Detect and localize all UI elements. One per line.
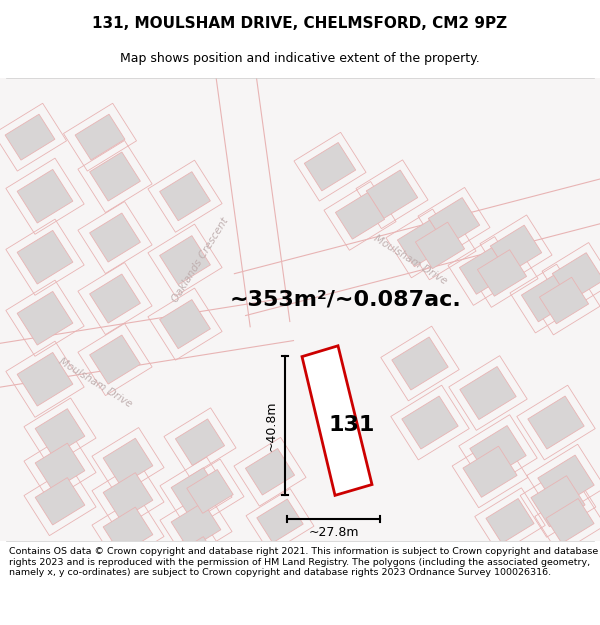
- Polygon shape: [521, 275, 571, 322]
- Text: 131: 131: [329, 416, 375, 436]
- Polygon shape: [335, 192, 385, 239]
- Text: Oaklands Crescent: Oaklands Crescent: [170, 216, 230, 304]
- Polygon shape: [366, 170, 418, 219]
- Polygon shape: [35, 478, 85, 525]
- Polygon shape: [490, 225, 542, 274]
- Polygon shape: [428, 198, 480, 246]
- Text: Contains OS data © Crown copyright and database right 2021. This information is : Contains OS data © Crown copyright and d…: [9, 548, 598, 577]
- Polygon shape: [470, 426, 526, 479]
- Polygon shape: [171, 537, 221, 584]
- Polygon shape: [160, 299, 211, 349]
- Polygon shape: [531, 476, 585, 527]
- Text: Map shows position and indicative extent of the property.: Map shows position and indicative extent…: [120, 52, 480, 65]
- Text: 131, MOULSHAM DRIVE, CHELMSFORD, CM2 9PZ: 131, MOULSHAM DRIVE, CHELMSFORD, CM2 9PZ: [92, 16, 508, 31]
- Text: ~353m²/~0.087ac.: ~353m²/~0.087ac.: [230, 289, 462, 309]
- Text: Moulsham Drive: Moulsham Drive: [371, 234, 448, 287]
- Polygon shape: [35, 409, 85, 456]
- Polygon shape: [304, 142, 356, 191]
- Polygon shape: [103, 438, 153, 486]
- Polygon shape: [486, 499, 534, 543]
- Polygon shape: [539, 278, 589, 324]
- Polygon shape: [160, 172, 211, 221]
- Polygon shape: [528, 396, 584, 449]
- Text: ~27.8m: ~27.8m: [308, 526, 359, 539]
- Polygon shape: [245, 449, 295, 495]
- Text: Moulsham Drive: Moulsham Drive: [56, 357, 133, 410]
- Polygon shape: [552, 253, 600, 301]
- Polygon shape: [103, 472, 153, 520]
- Polygon shape: [302, 346, 372, 496]
- Polygon shape: [546, 499, 594, 543]
- Polygon shape: [175, 419, 224, 466]
- Polygon shape: [460, 366, 516, 419]
- Polygon shape: [17, 169, 73, 223]
- Polygon shape: [35, 443, 85, 491]
- Text: ~40.8m: ~40.8m: [265, 400, 277, 451]
- Polygon shape: [89, 335, 140, 384]
- Polygon shape: [17, 231, 73, 284]
- Polygon shape: [89, 274, 140, 323]
- Polygon shape: [89, 213, 140, 262]
- Polygon shape: [5, 114, 55, 160]
- Polygon shape: [103, 507, 153, 554]
- Polygon shape: [160, 236, 211, 284]
- Polygon shape: [89, 152, 140, 201]
- Polygon shape: [460, 248, 509, 294]
- Polygon shape: [75, 114, 125, 160]
- Polygon shape: [17, 291, 73, 345]
- Polygon shape: [402, 396, 458, 449]
- Polygon shape: [478, 250, 527, 296]
- Polygon shape: [415, 222, 464, 269]
- Polygon shape: [463, 446, 517, 498]
- Polygon shape: [187, 469, 233, 513]
- Polygon shape: [257, 499, 303, 543]
- Polygon shape: [538, 455, 594, 508]
- Polygon shape: [171, 468, 221, 515]
- Polygon shape: [171, 502, 221, 549]
- Polygon shape: [392, 337, 448, 390]
- Polygon shape: [17, 352, 73, 406]
- Polygon shape: [397, 220, 446, 267]
